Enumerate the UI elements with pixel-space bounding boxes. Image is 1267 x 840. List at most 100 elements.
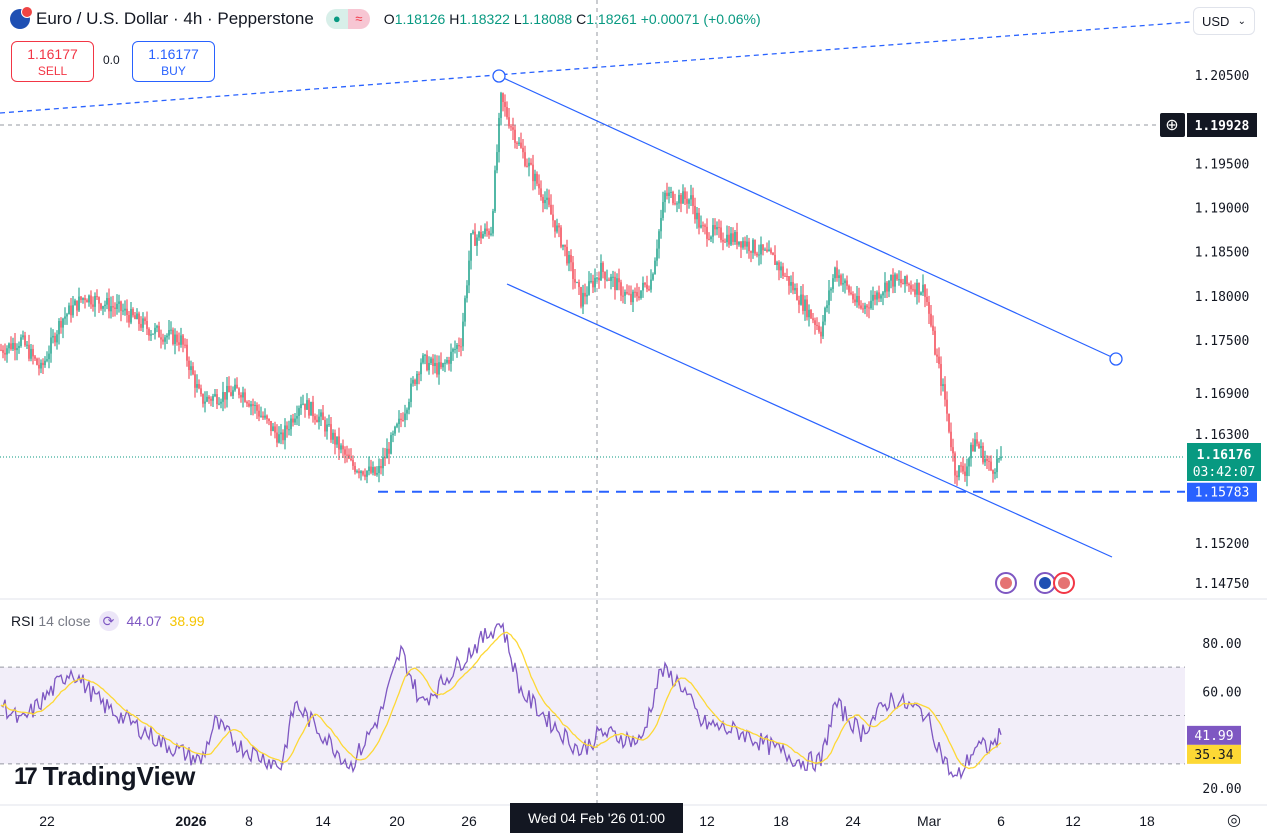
candle-body: [692, 195, 694, 206]
status-pill[interactable]: ● ≈: [325, 9, 370, 29]
candle-body: [402, 420, 404, 422]
candle-body: [774, 254, 776, 265]
chevron-down-icon: ⌄: [1237, 16, 1246, 27]
currency-select[interactable]: USD ⌄: [1193, 7, 1255, 35]
candle-body: [90, 295, 92, 305]
rsi-legend[interactable]: RSI 14 close ⟳ 44.07 38.99: [11, 611, 205, 631]
candle-body: [304, 403, 306, 410]
candle-body: [636, 292, 638, 297]
candle-body: [98, 297, 100, 304]
candle-body: [388, 448, 390, 454]
candle-body: [584, 292, 586, 297]
candle-body: [220, 401, 222, 404]
candle-body: [208, 396, 210, 399]
candle-body: [420, 362, 422, 375]
ohlc-readout: O1.18126 H1.18322 L1.18088 C1.18261 +0.0…: [384, 11, 761, 27]
candle-body: [638, 296, 640, 298]
candle-body: [284, 425, 286, 441]
candle-body: [310, 401, 312, 416]
candle-body: [462, 321, 464, 347]
candle-body: [172, 329, 174, 345]
candle-body: [282, 432, 284, 441]
candle-body: [248, 403, 250, 407]
candle-body: [476, 237, 478, 246]
candle-body: [390, 435, 392, 454]
time-tick-label: 26: [461, 813, 477, 829]
candle-body: [174, 334, 176, 345]
time-tick-label: 14: [315, 813, 331, 829]
candle-body: [514, 129, 516, 143]
candle-body: [308, 400, 310, 416]
candle-body: [902, 282, 904, 285]
candle-body: [696, 212, 698, 220]
candle-body: [482, 234, 484, 239]
candle-body: [942, 384, 944, 387]
candle-body: [332, 432, 334, 440]
buy-button[interactable]: 1.16177 BUY: [132, 41, 215, 82]
candle-body: [956, 475, 958, 478]
sell-button[interactable]: 1.16177 SELL: [11, 41, 94, 82]
candle-body: [762, 244, 764, 251]
candle-body: [566, 246, 568, 264]
candle-body: [384, 457, 386, 459]
candle-body: [232, 390, 234, 396]
candle-body: [412, 379, 414, 384]
candle-body: [428, 362, 430, 371]
close-label: C: [576, 11, 587, 27]
candle-body: [446, 359, 448, 363]
candle-body: [844, 280, 846, 284]
candle-body: [954, 453, 956, 476]
candle-body: [318, 416, 320, 423]
time-tick-label: 18: [1139, 813, 1155, 829]
candle-body: [0, 349, 2, 351]
eye-icon[interactable]: ◎: [1227, 812, 1241, 829]
candle-body: [410, 383, 412, 402]
candle-body: [254, 404, 256, 406]
time-tick-label: 18: [773, 813, 789, 829]
candle-body: [720, 227, 722, 240]
candle-body: [276, 432, 278, 443]
rsi-ma-last-label: 35.34: [1194, 748, 1233, 763]
candle-body: [818, 325, 820, 332]
rsi-line: [0, 621, 1002, 780]
candle-body: [554, 220, 556, 232]
candle-body: [850, 292, 852, 295]
candle-body: [438, 362, 440, 375]
candle-body: [148, 328, 150, 336]
candle-body: [622, 295, 624, 297]
tradingview-logo[interactable]: 17 TradingView: [14, 761, 195, 792]
candle-body: [630, 293, 632, 303]
candle-body: [146, 321, 148, 329]
candle-body: [58, 320, 60, 335]
candle-body: [910, 285, 912, 290]
candle-body: [896, 274, 898, 280]
candle-body: [316, 419, 318, 423]
candle-body: [432, 358, 434, 367]
candle-body: [754, 239, 756, 254]
candle-body: [144, 318, 146, 322]
candle-body: [512, 127, 514, 130]
candle-body: [916, 282, 918, 295]
rsi-tick-label: 80.00: [1202, 637, 1241, 652]
candle-body: [84, 298, 86, 301]
candle-body: [226, 385, 228, 400]
candle-body: [268, 418, 270, 421]
crosshair-price-label: 1.19928: [1195, 119, 1250, 134]
candle-body: [670, 191, 672, 193]
refresh-icon[interactable]: ⟳: [98, 611, 119, 631]
candle-body: [312, 401, 314, 417]
candle-body: [664, 192, 666, 203]
candle-body: [634, 291, 636, 293]
add-alert-button[interactable]: [1160, 113, 1185, 137]
low-label: L: [513, 11, 522, 27]
candle-body: [982, 445, 984, 463]
symbol-title[interactable]: Euro / U.S. Dollar · 4h · Pepperstone: [36, 9, 314, 28]
candle-body: [242, 392, 244, 398]
candle-body: [364, 474, 366, 477]
candle-body: [834, 267, 836, 279]
candle-body: [466, 285, 468, 299]
high-value: 1.18322: [459, 11, 510, 27]
candle-body: [30, 348, 32, 359]
candle-body: [596, 277, 598, 279]
